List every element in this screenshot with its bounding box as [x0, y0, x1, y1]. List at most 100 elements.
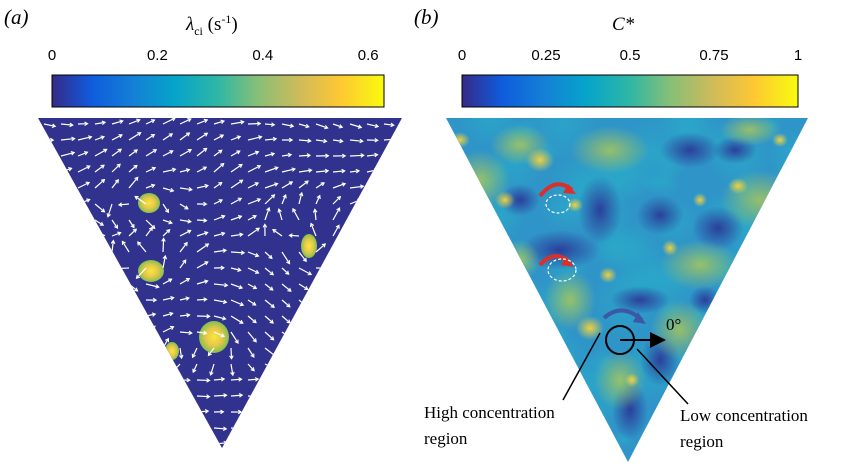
velocity-vector [137, 363, 147, 374]
velocity-vector [349, 154, 364, 157]
vector-arrowhead [84, 302, 90, 307]
vector-arrowhead [321, 322, 326, 327]
vector-arrowhead [256, 121, 262, 126]
high-concentration-patch [599, 267, 617, 283]
vector-arrowhead [137, 241, 142, 246]
vector-arrowhead [49, 271, 55, 276]
vector-arrowhead [86, 333, 91, 338]
mid-concentration-patch [544, 270, 596, 330]
vector-arrowhead [53, 410, 58, 416]
velocity-vector [213, 215, 225, 221]
vector-arrowhead [133, 287, 139, 292]
vector-arrowhead [237, 409, 243, 415]
velocity-vector [179, 118, 192, 125]
velocity-vector [94, 148, 107, 157]
vector-arrowhead [322, 377, 327, 382]
velocity-vector [145, 426, 158, 429]
vector-arrowhead [337, 321, 342, 326]
vector-arrowhead [69, 271, 74, 276]
velocity-vector [43, 154, 54, 157]
velocity-vector [162, 168, 176, 173]
vector-arrowhead [304, 363, 310, 368]
vector-arrowhead [203, 118, 209, 124]
velocity-vector [349, 123, 362, 129]
vector-arrowhead [375, 216, 381, 222]
velocity-vector [196, 427, 208, 430]
velocity-vector [366, 202, 377, 205]
vector-arrowhead [114, 178, 119, 184]
velocity-vector [230, 347, 233, 359]
velocity-vector [77, 315, 88, 322]
velocity-vector [315, 283, 327, 289]
velocity-vector [60, 123, 73, 126]
high-concentration-patch [495, 191, 515, 209]
velocity-vector [264, 363, 277, 370]
vector-arrowhead [341, 182, 347, 187]
vector-arrowhead [302, 257, 307, 263]
vector-arrowhead [392, 335, 397, 340]
vector-arrowhead [116, 266, 122, 271]
velocity-vector [383, 283, 392, 291]
velocity-vector [77, 267, 90, 274]
vector-arrowhead [173, 377, 178, 382]
velocity-vector [43, 363, 55, 367]
vector-arrowhead [336, 334, 341, 339]
vector-arrowhead [306, 153, 312, 158]
high-concentration-patch [728, 178, 748, 194]
vector-arrowhead [221, 214, 226, 219]
velocity-vector [247, 283, 257, 289]
velocity-vector [349, 410, 360, 413]
vector-arrowhead [149, 335, 154, 341]
vector-arrowhead [138, 441, 144, 447]
vector-arrowhead [270, 194, 276, 199]
vector-arrowhead [285, 270, 290, 275]
colorbar-a [51, 74, 385, 108]
velocity-vector [121, 241, 130, 253]
vector-arrowhead [203, 297, 208, 302]
vector-arrowhead [50, 200, 55, 206]
velocity-vector [137, 241, 147, 253]
vector-arrowhead [357, 212, 362, 217]
vector-arrowhead [150, 363, 156, 369]
vector-arrowhead [374, 137, 379, 143]
velocity-vector [60, 426, 76, 429]
vector-arrowhead [292, 377, 297, 383]
vector-arrowhead [51, 167, 57, 173]
velocity-vector [196, 132, 208, 141]
velocity-vector [366, 185, 378, 189]
vector-arrowhead [203, 201, 208, 207]
velocity-vector [179, 314, 190, 317]
vector-arrowhead [120, 329, 126, 334]
velocity-vector [94, 203, 105, 213]
velocity-vector [349, 185, 364, 189]
velocity-vector [349, 230, 361, 237]
vector-arrowhead [162, 254, 168, 260]
vector-arrowhead [359, 138, 364, 144]
velocity-vector [162, 443, 176, 446]
vector-arrowhead [183, 241, 188, 247]
vector-arrowhead [103, 425, 108, 430]
velocity-vector [247, 182, 259, 189]
panel-b-label: (b) [414, 5, 439, 29]
vector-arrowhead [390, 394, 395, 399]
vector-arrowhead [266, 206, 271, 212]
velocity-vector [383, 235, 397, 239]
velocity-vector [213, 378, 225, 381]
velocity-vector [196, 147, 207, 157]
vector-arrowhead [322, 364, 328, 369]
vector-arrowhead [121, 441, 126, 446]
vector-arrowhead [185, 296, 190, 301]
velocity-vector [179, 229, 191, 237]
velocity-vector [332, 183, 346, 189]
vector-arrowhead [119, 376, 124, 382]
velocity-vector [281, 394, 294, 397]
velocity-vector [77, 331, 91, 337]
vector-arrowhead [134, 377, 140, 383]
velocity-vector [230, 267, 241, 271]
vector-arrowhead [86, 198, 91, 203]
velocity-vector [247, 136, 262, 141]
velocity-vector [162, 238, 165, 253]
vector-arrowhead [252, 301, 257, 306]
velocity-vector [94, 283, 107, 292]
vector-arrowhead [271, 441, 276, 447]
